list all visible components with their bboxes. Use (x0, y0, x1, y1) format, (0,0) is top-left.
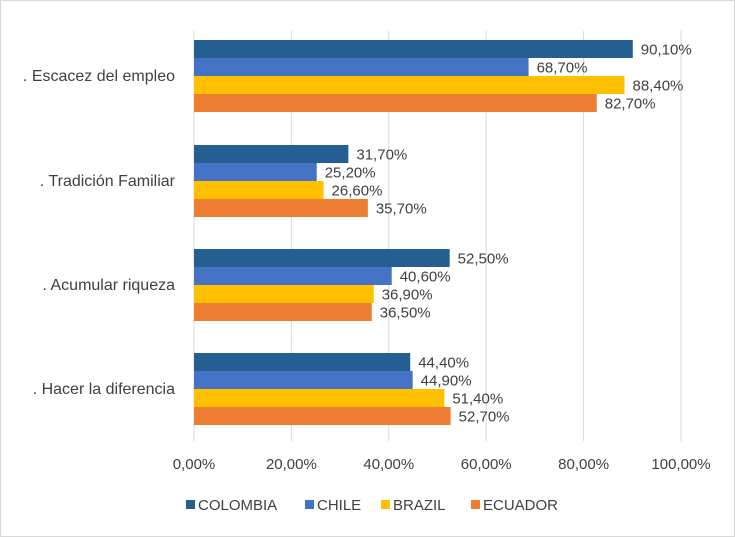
x-tick-label: 40,00% (363, 456, 414, 473)
data-label: 26,60% (332, 183, 383, 200)
bar (194, 371, 413, 389)
data-label: 44,40% (418, 355, 469, 372)
x-tick-label: 100,00% (651, 456, 710, 473)
data-label: 35,70% (376, 201, 427, 218)
bar (194, 163, 317, 181)
legend-swatch (305, 500, 314, 509)
data-label: 52,50% (458, 251, 509, 268)
category-label: . Acumular riqueza (42, 277, 175, 294)
bar (194, 199, 368, 217)
category-label: . Escacez del empleo (23, 68, 175, 85)
data-labels: 90,10% 68,70% 88,40%82,70% 31,70%25,20%26,6… (325, 42, 692, 426)
data-label: 31,70% (356, 147, 407, 164)
bar (194, 181, 324, 199)
legend-swatch (471, 500, 480, 509)
bar (194, 58, 529, 76)
bar (194, 76, 625, 94)
legend: COLOMBIA CHILE BRAZIL ECUADOR (186, 497, 558, 514)
axes: 0,00% 20,00% 40,00% 60,00% 80,00% 100,00% . Es… (23, 68, 711, 473)
data-label: 90,10% (641, 42, 692, 59)
x-tick-label: 20,00% (266, 456, 317, 473)
data-label: 44,90% (421, 373, 472, 390)
legend-swatch (186, 500, 195, 509)
data-label: 52,70% (459, 409, 510, 426)
legend-label: BRAZIL (393, 497, 446, 514)
data-label: 36,50% (380, 305, 431, 322)
bar (194, 40, 633, 58)
legend-label: COLOMBIA (198, 497, 277, 514)
bar (194, 407, 451, 425)
bar (194, 94, 597, 112)
data-label: 36,90% (382, 287, 433, 304)
legend-label: ECUADOR (483, 497, 558, 514)
x-tick-label: 0,00% (173, 456, 216, 473)
data-label: 68,70% (537, 60, 588, 77)
category-label: . Tradición Familiar (40, 173, 176, 190)
bars (194, 40, 633, 425)
bar (194, 249, 450, 267)
x-tick-label: 80,00% (558, 456, 609, 473)
data-label: 40,60% (400, 269, 451, 286)
data-label: 82,70% (605, 96, 656, 113)
bar (194, 303, 372, 321)
legend-swatch (381, 500, 390, 509)
legend-label: CHILE (317, 497, 361, 514)
data-label: 51,40% (452, 391, 503, 408)
bar (194, 267, 392, 285)
data-label: 25,20% (325, 165, 376, 182)
x-tick-label: 60,00% (461, 456, 512, 473)
category-label: . Hacer la diferencia (33, 381, 175, 398)
bar (194, 145, 349, 163)
bar (194, 285, 374, 303)
bar (194, 353, 411, 371)
bar (194, 389, 445, 407)
data-label: 88,40% (633, 78, 684, 95)
